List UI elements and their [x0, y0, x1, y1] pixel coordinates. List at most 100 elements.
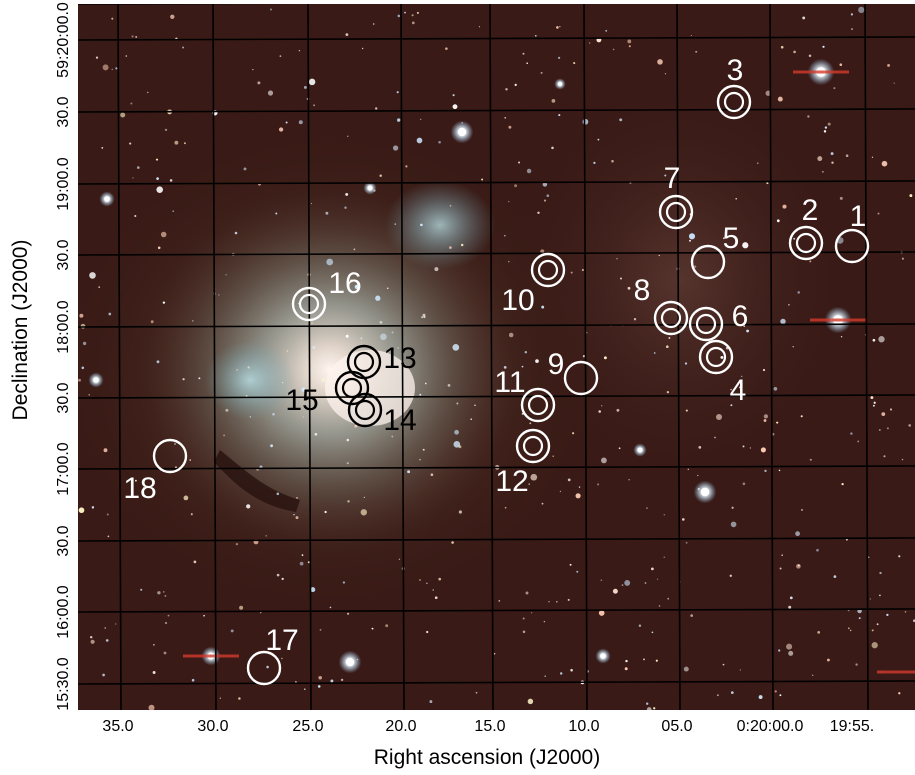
star — [801, 509, 803, 511]
star — [360, 509, 367, 516]
star — [598, 610, 605, 616]
star — [162, 301, 166, 304]
star — [651, 567, 654, 571]
star — [285, 121, 288, 124]
marker-label: 1 — [850, 200, 867, 233]
star — [869, 598, 871, 600]
star — [346, 438, 350, 442]
star — [855, 663, 858, 666]
star — [690, 34, 693, 37]
star — [318, 675, 322, 680]
marker-ring — [152, 438, 188, 474]
star — [426, 630, 429, 634]
star — [667, 597, 670, 600]
star — [345, 33, 349, 36]
star — [871, 156, 874, 158]
star — [493, 652, 496, 655]
star — [421, 316, 424, 319]
star — [527, 698, 534, 705]
star — [879, 594, 881, 597]
star — [807, 115, 810, 118]
star — [823, 130, 827, 133]
star — [310, 202, 313, 205]
star — [693, 265, 697, 268]
marker-label: 10 — [501, 284, 534, 317]
star — [508, 200, 510, 203]
star — [156, 360, 160, 364]
star — [688, 233, 696, 240]
grid-line-dec — [78, 108, 915, 113]
star — [385, 624, 389, 628]
star — [570, 668, 573, 672]
grid-line-dec — [78, 36, 915, 41]
star — [689, 239, 691, 242]
marker-label: 11 — [494, 366, 525, 399]
marker-ring — [563, 360, 599, 396]
star — [505, 88, 508, 91]
star — [129, 142, 132, 145]
source-marker-5: 5 — [690, 222, 739, 280]
star — [311, 322, 314, 325]
star — [434, 596, 438, 600]
x-tick-labels: 35.0 30.0 25.0 20.0 15.0 10.0 05.0 0:20:00.0 19:… — [102, 718, 874, 735]
star — [543, 199, 547, 202]
star — [730, 691, 734, 694]
star — [742, 482, 746, 486]
star — [183, 495, 189, 501]
star — [514, 184, 518, 188]
star — [567, 478, 571, 482]
star — [551, 146, 554, 150]
star — [169, 179, 173, 182]
source-marker-3: 3 — [716, 54, 752, 120]
star — [886, 427, 889, 430]
star — [627, 286, 631, 290]
star — [878, 429, 881, 431]
x-tick-label: 0:20:00.0 — [737, 718, 804, 735]
grid-line-dec — [78, 465, 915, 470]
star — [529, 422, 532, 425]
star — [821, 170, 824, 173]
star — [375, 295, 381, 301]
star — [246, 504, 251, 509]
star — [628, 479, 630, 481]
star — [690, 614, 693, 617]
star — [265, 535, 267, 537]
star — [657, 59, 663, 65]
star — [391, 331, 394, 334]
star — [453, 440, 461, 448]
star — [655, 659, 658, 662]
star — [298, 120, 303, 125]
star — [456, 402, 459, 405]
star — [901, 458, 904, 461]
star — [157, 246, 161, 250]
star — [778, 649, 781, 652]
marker-inner-ring — [522, 435, 544, 457]
star — [816, 548, 819, 552]
star — [235, 542, 239, 546]
star — [600, 579, 603, 581]
star — [508, 125, 512, 129]
bright-star — [637, 447, 643, 453]
star — [249, 416, 252, 418]
bright-star — [104, 196, 110, 202]
star — [156, 186, 163, 193]
star — [155, 158, 159, 161]
star — [792, 346, 794, 348]
star — [570, 271, 573, 274]
source-marker-17: 17 — [246, 624, 299, 686]
star — [576, 570, 579, 573]
marker-label: 4 — [730, 374, 747, 407]
star — [646, 707, 652, 710]
star — [552, 455, 555, 458]
bright-star — [700, 487, 710, 497]
star — [346, 462, 349, 465]
star — [612, 588, 618, 594]
star — [575, 493, 581, 499]
star — [379, 321, 383, 324]
star — [569, 563, 572, 566]
star — [898, 555, 901, 558]
star — [521, 365, 524, 368]
y-tick-label: 30.0 — [55, 382, 72, 413]
star — [405, 165, 408, 168]
